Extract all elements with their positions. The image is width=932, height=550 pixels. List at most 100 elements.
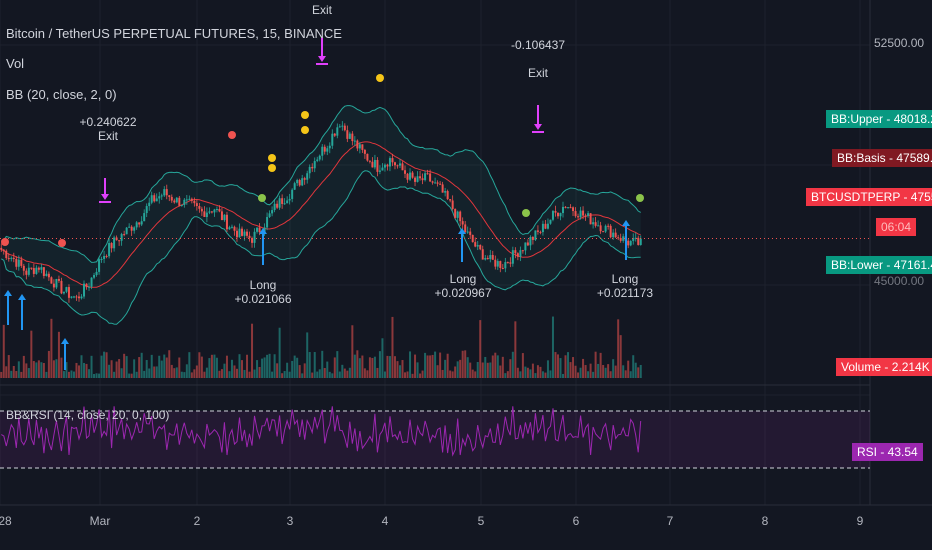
candle-body: [200, 208, 203, 212]
last-price-tag: BTCUSDTPERP - 47552.44: [806, 188, 932, 206]
candle-body: [67, 287, 70, 298]
volume-bar: [180, 371, 183, 378]
candle-body: [504, 262, 507, 269]
signal-dot: [301, 126, 309, 134]
rsi-legend[interactable]: BB&RSI (14, close, 20, 0, 100): [6, 408, 170, 422]
volume-bar: [293, 355, 296, 378]
volume-bar: [17, 361, 20, 378]
volume-bar: [153, 366, 156, 378]
candle-body: [494, 259, 497, 267]
candle-body: [461, 221, 464, 225]
volume-bar: [52, 360, 55, 378]
candle-body: [496, 261, 499, 267]
volume-bar: [607, 364, 610, 378]
candle-body: [371, 161, 374, 168]
candle-body: [599, 225, 602, 232]
volume-bar: [381, 338, 384, 378]
volume-bar: [42, 362, 45, 378]
volume-bar: [531, 363, 534, 378]
candle-body: [12, 257, 15, 259]
candle-body: [318, 155, 321, 160]
volume-bar: [414, 354, 417, 378]
volume-bar: [200, 356, 203, 378]
candle-body: [634, 237, 637, 239]
volume-bar: [77, 365, 80, 378]
volume-bar: [624, 370, 627, 378]
volume-bar: [230, 359, 233, 378]
long-arrow-head: [61, 338, 69, 344]
volume-bar: [195, 365, 198, 378]
volume-bar: [67, 371, 70, 378]
countdown-tag: 06:04: [876, 218, 917, 236]
candle-body: [52, 283, 55, 288]
volume-bar: [233, 365, 236, 378]
volume-bar: [108, 364, 111, 378]
candle-body: [230, 226, 233, 228]
candle-body: [604, 225, 607, 232]
bb-upper-tag: BB:Upper - 48018.26: [826, 110, 932, 128]
candle-body: [185, 199, 188, 201]
symbol-title[interactable]: Bitcoin / TetherUS PERPETUAL FUTURES, 15…: [6, 26, 342, 41]
volume-bar: [193, 369, 196, 378]
volume-bar: [526, 367, 529, 378]
candle-body: [173, 200, 176, 203]
x-tick-label: 9: [856, 514, 864, 528]
candle-body: [205, 212, 208, 217]
x-tick-label: 6: [572, 514, 580, 528]
candle-body: [474, 242, 477, 247]
candle-body: [213, 209, 216, 213]
volume-bar: [113, 371, 116, 378]
volume-bar: [268, 353, 271, 378]
volume-bar: [248, 371, 251, 378]
volume-bar: [185, 364, 188, 378]
volume-bar: [10, 370, 13, 378]
candle-body: [449, 199, 452, 201]
volume-bar: [373, 356, 376, 378]
x-tick-label: 5: [477, 514, 485, 528]
candle-body: [559, 213, 562, 217]
candle-body: [444, 191, 447, 193]
candle-body: [288, 198, 291, 201]
volume-bar: [486, 362, 489, 378]
candle-body: [441, 184, 444, 193]
volume-bar: [592, 371, 595, 378]
candle-body: [180, 204, 183, 206]
candle-body: [343, 125, 346, 131]
candle-body: [602, 231, 605, 233]
volume-bar: [223, 363, 226, 378]
candle-body: [501, 267, 504, 269]
long-arrow-head: [18, 294, 26, 300]
volume-bar: [258, 366, 261, 378]
volume-bar: [5, 366, 8, 378]
volume-bar: [499, 365, 502, 378]
candle-body: [105, 255, 108, 257]
volume-bar: [115, 361, 118, 378]
volume-bar: [105, 352, 108, 378]
bb-legend[interactable]: BB (20, close, 2, 0): [6, 87, 117, 102]
volume-bar: [474, 371, 477, 378]
volume-bar: [57, 331, 60, 378]
volume-bar: [198, 352, 201, 378]
candle-body: [130, 226, 133, 231]
x-tick-label: Mar: [89, 514, 111, 528]
x-tick-label: 8: [761, 514, 769, 528]
volume-bar: [281, 373, 284, 378]
volume-bar: [449, 370, 452, 378]
volume-bar: [120, 368, 123, 378]
volume-bar: [383, 371, 386, 378]
volume-bar: [378, 351, 381, 378]
volume-bar: [411, 373, 414, 378]
volume-bar: [361, 355, 364, 378]
candle-body: [454, 208, 457, 218]
candle-body: [225, 214, 228, 230]
volume-bar: [504, 373, 507, 378]
vol-legend[interactable]: Vol: [6, 56, 25, 71]
candle-body: [296, 180, 299, 184]
volume-bar: [632, 355, 635, 378]
candle-body: [258, 227, 261, 233]
candle-body: [348, 133, 351, 139]
exit-arrow-head: [101, 194, 109, 200]
candle-body: [193, 200, 196, 204]
bb-lower-tag: BB:Lower - 47161.44: [826, 256, 932, 274]
